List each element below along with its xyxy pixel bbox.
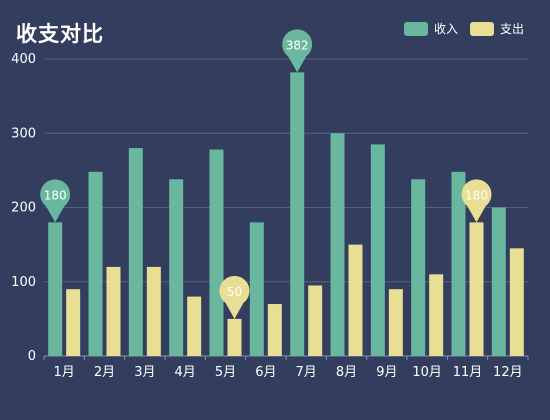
bar-income: [290, 72, 305, 357]
bar-income: [249, 222, 264, 356]
bar-income: [48, 222, 63, 356]
bar-income: [88, 171, 103, 356]
y-tick-label: 0: [28, 349, 36, 364]
x-tick-label: 4月: [175, 365, 196, 380]
x-tick-label: 1月: [54, 365, 75, 380]
bar-expense: [187, 296, 202, 356]
x-tick-label: 10月: [412, 365, 442, 380]
y-tick-label: 400: [11, 52, 36, 67]
x-tick-label: 9月: [376, 365, 397, 380]
y-tick-label: 300: [11, 126, 36, 141]
x-tick-label: 2月: [94, 365, 115, 380]
chart-title: 收支对比: [16, 22, 104, 46]
bar-expense: [106, 266, 121, 356]
bar-income: [370, 144, 385, 356]
bar-expense: [146, 266, 161, 356]
bar-income: [491, 207, 506, 356]
y-tick-label: 100: [11, 275, 36, 290]
annotation-label: 180: [465, 188, 488, 202]
bar-expense: [267, 304, 282, 356]
bar-expense: [66, 289, 81, 356]
bar-income: [330, 133, 345, 356]
x-tick-label: 6月: [255, 365, 276, 380]
bar-expense: [509, 248, 524, 356]
bar-income: [128, 148, 143, 356]
x-tick-label: 3月: [134, 365, 155, 380]
annotation-pin: [461, 179, 492, 223]
legend-label-expense: 支出: [499, 22, 524, 36]
chart-legend: 收入 支出: [403, 20, 524, 37]
bar-income: [209, 149, 224, 356]
x-tick-label: 5月: [215, 365, 236, 380]
bar-income: [411, 179, 426, 356]
bar-expense: [469, 222, 484, 356]
annotation-label: 382: [286, 38, 309, 52]
annotation-pin: [282, 29, 313, 73]
bar-expense: [348, 244, 363, 356]
legend-swatch-income: [403, 21, 428, 36]
legend-item-income[interactable]: 收入: [403, 20, 458, 37]
x-tick-label: 7月: [296, 365, 317, 380]
annotation-pin: [40, 179, 71, 223]
bar-expense: [308, 285, 323, 356]
legend-swatch-expense: [469, 21, 494, 36]
legend-item-expense[interactable]: 支出: [469, 20, 524, 37]
bar-expense: [429, 274, 444, 356]
bar-expense: [388, 289, 403, 356]
bar-income: [451, 171, 466, 356]
x-tick-label: 11月: [453, 365, 483, 380]
bar-expense: [227, 318, 242, 356]
x-tick-label: 8月: [336, 365, 357, 380]
bar-income: [169, 179, 184, 356]
x-tick-label: 12月: [493, 365, 523, 380]
annotation-label: 50: [227, 285, 242, 299]
annotation-pin: [219, 275, 250, 319]
annotation-label: 180: [44, 188, 67, 202]
legend-label-income: 收入: [433, 22, 458, 36]
y-tick-label: 200: [11, 201, 36, 216]
